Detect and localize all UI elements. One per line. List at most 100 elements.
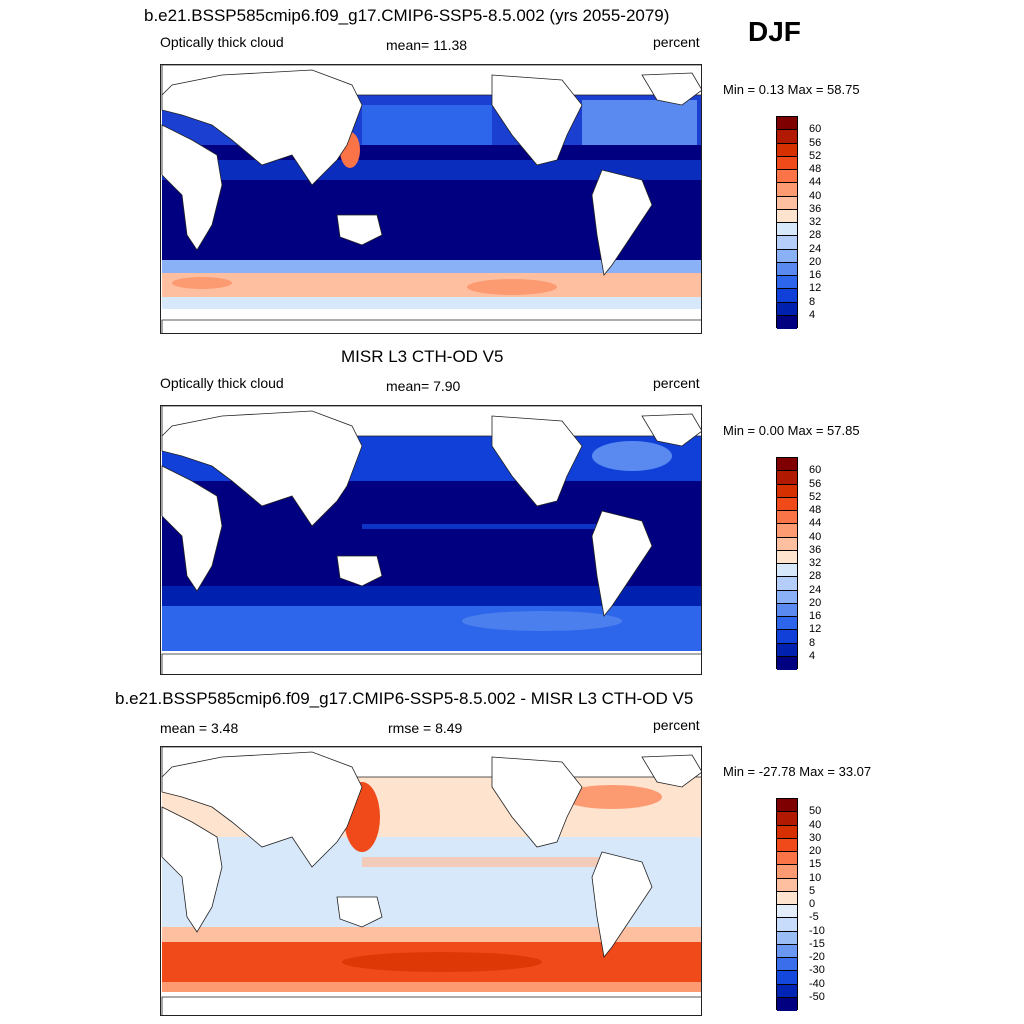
colorbar-tick-label: -5 xyxy=(809,911,819,924)
colorbar-swatch xyxy=(777,315,797,329)
colorbar-tick-label: 8 xyxy=(809,636,816,649)
colorbar-swatch xyxy=(777,799,797,813)
colorbar-swatch xyxy=(777,838,797,852)
colorbar-tick-label: 40 xyxy=(809,189,822,202)
colorbar-swatch xyxy=(777,603,797,617)
colorbar-tick-label: 16 xyxy=(809,269,822,281)
panel2-map xyxy=(160,405,702,675)
colorbar-swatch xyxy=(777,223,797,237)
colorbar-swatch xyxy=(777,944,797,958)
panel2-mean-label: mean= 7.90 xyxy=(386,378,461,394)
panel3-land xyxy=(161,747,701,1015)
colorbar-swatch xyxy=(777,302,797,316)
colorbar-swatch xyxy=(777,878,797,892)
panel3-map xyxy=(160,746,702,1016)
colorbar-swatch xyxy=(777,617,797,631)
panel3-rmse-label: rmse = 8.49 xyxy=(388,720,463,736)
colorbar-tick-label: 20 xyxy=(809,845,822,857)
colorbar-tick-label: 20 xyxy=(809,596,822,609)
colorbar-swatch xyxy=(777,524,797,538)
colorbar-tick-label: 32 xyxy=(809,557,822,569)
colorbar-tick-label: 24 xyxy=(809,583,822,596)
colorbar-tick-label: -40 xyxy=(809,977,825,990)
colorbar-tick-label: 60 xyxy=(809,123,822,136)
colorbar-swatch xyxy=(777,905,797,919)
colorbar-swatch xyxy=(777,997,797,1011)
colorbar-swatch xyxy=(777,537,797,551)
colorbar-tick-label: 56 xyxy=(809,477,822,490)
colorbar-swatch xyxy=(777,497,797,511)
colorbar-swatch xyxy=(777,918,797,932)
colorbar-swatch xyxy=(777,471,797,485)
colorbar-swatch xyxy=(777,958,797,972)
panel2-minmax: Min = 0.00 Max = 57.85 xyxy=(723,423,860,438)
colorbar-swatch xyxy=(777,276,797,290)
panel3-minmax: Min = -27.78 Max = 33.07 xyxy=(723,764,872,779)
colorbar-swatch xyxy=(777,484,797,498)
panel2-title: MISR L3 CTH-OD V5 xyxy=(341,347,504,366)
panel1-mean-label: mean= 11.38 xyxy=(386,37,468,53)
panel1-title: b.e21.BSSP585cmip6.f09_g17.CMIP6-SSP5-8.… xyxy=(144,6,670,25)
colorbar-tick-label: 5 xyxy=(809,884,816,897)
colorbar-swatch xyxy=(777,289,797,303)
colorbar-tick-label: 36 xyxy=(809,202,822,215)
colorbar-tick-label: -30 xyxy=(809,964,825,977)
colorbar-tick-label: 52 xyxy=(809,149,822,162)
colorbar-swatch xyxy=(777,825,797,839)
colorbar-swatch xyxy=(777,590,797,604)
colorbar-tick-label: 4 xyxy=(809,308,816,321)
colorbar-swatch xyxy=(777,249,797,263)
colorbar-tick-label: 16 xyxy=(809,610,822,622)
colorbar-swatch xyxy=(777,931,797,945)
colorbar-swatch xyxy=(777,852,797,866)
colorbar-tick-label: 28 xyxy=(809,229,822,242)
colorbar-swatch xyxy=(777,458,797,472)
panel1-land xyxy=(161,65,701,333)
colorbar-swatch xyxy=(777,812,797,826)
panel2-land xyxy=(161,406,701,674)
colorbar-tick-label: 32 xyxy=(809,216,822,228)
colorbar-tick-label: 12 xyxy=(809,282,822,295)
colorbar-swatch xyxy=(777,891,797,905)
panel1-variable-label: Optically thick cloud xyxy=(160,34,284,50)
colorbar-tick-label: -10 xyxy=(809,924,825,937)
panel2-variable-label: Optically thick cloud xyxy=(160,375,284,391)
colorbar-tick-label: 40 xyxy=(809,530,822,543)
panel3-units-label: percent xyxy=(653,717,700,733)
colorbar-swatch xyxy=(777,209,797,223)
colorbar-tick-label: 52 xyxy=(809,490,822,503)
colorbar-tick-label: -50 xyxy=(809,990,825,1003)
panel2-units-label: percent xyxy=(653,375,700,391)
colorbar-swatch xyxy=(777,643,797,657)
panel3-title: b.e21.BSSP585cmip6.f09_g17.CMIP6-SSP5-8.… xyxy=(115,689,694,708)
colorbar-tick-label: 0 xyxy=(809,898,816,910)
season-label: DJF xyxy=(748,16,801,47)
colorbar-tick-label: 36 xyxy=(809,543,822,556)
colorbar-swatch xyxy=(777,984,797,998)
colorbar-swatch xyxy=(777,971,797,985)
colorbar-tick-label: 48 xyxy=(809,504,822,516)
colorbar-tick-label: 60 xyxy=(809,464,822,477)
colorbar-tick-label: 44 xyxy=(809,176,822,189)
colorbar-tick-label: 28 xyxy=(809,570,822,583)
panel1-colorbar xyxy=(776,116,798,329)
colorbar-swatch xyxy=(777,170,797,184)
colorbar-swatch xyxy=(777,236,797,250)
colorbar-tick-label: 12 xyxy=(809,623,822,636)
colorbar-tick-label: 48 xyxy=(809,163,822,175)
colorbar-swatch xyxy=(777,577,797,591)
colorbar-tick-label: 10 xyxy=(809,871,822,884)
colorbar-tick-label: 20 xyxy=(809,255,822,268)
colorbar-tick-label: 50 xyxy=(809,805,822,818)
colorbar-swatch xyxy=(777,511,797,525)
panel3-colorbar xyxy=(776,798,798,1011)
colorbar-swatch xyxy=(777,656,797,670)
colorbar-swatch xyxy=(777,143,797,157)
colorbar-swatch xyxy=(777,183,797,197)
colorbar-tick-label: -15 xyxy=(809,937,825,950)
colorbar-tick-label: -20 xyxy=(809,951,825,963)
colorbar-swatch xyxy=(777,262,797,276)
colorbar-tick-label: 24 xyxy=(809,242,822,255)
colorbar-tick-label: 56 xyxy=(809,136,822,149)
colorbar-tick-label: 30 xyxy=(809,831,822,844)
